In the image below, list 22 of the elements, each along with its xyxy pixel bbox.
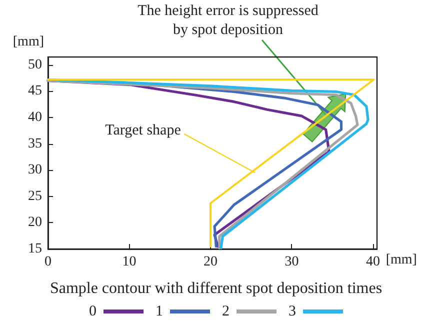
y-tick-label: 40 <box>28 110 42 125</box>
y-tick-label: 45 <box>28 84 42 99</box>
x-tick-label: 0 <box>44 254 52 270</box>
y-axis-title: [mm] <box>12 34 44 50</box>
y-tick-label: 30 <box>28 162 42 178</box>
legend-label: 1 <box>156 304 163 320</box>
y-tick-label: 15 <box>28 242 42 256</box>
legend-label: 3 <box>288 304 296 320</box>
x-tick-label: 20 <box>203 254 218 270</box>
y-tick-label: 50 <box>28 57 42 72</box>
legend-title: Sample contour with different spot deposition times <box>50 280 382 297</box>
x-tick-label: 30 <box>284 254 299 270</box>
annotation: The height error is suppressed by spot deposition <box>138 3 319 38</box>
y-tick-label: 25 <box>28 188 42 204</box>
x-tick-label: 40 <box>366 254 380 270</box>
y-tick-label: 20 <box>28 215 42 230</box>
y-tick-label: 35 <box>28 136 42 152</box>
legend-label: 0 <box>89 304 96 320</box>
annotation: Target shape <box>105 122 182 139</box>
x-axis-title: [mm] <box>386 252 417 268</box>
x-tick-label: 10 <box>122 254 136 270</box>
legend-label: 2 <box>222 304 230 320</box>
